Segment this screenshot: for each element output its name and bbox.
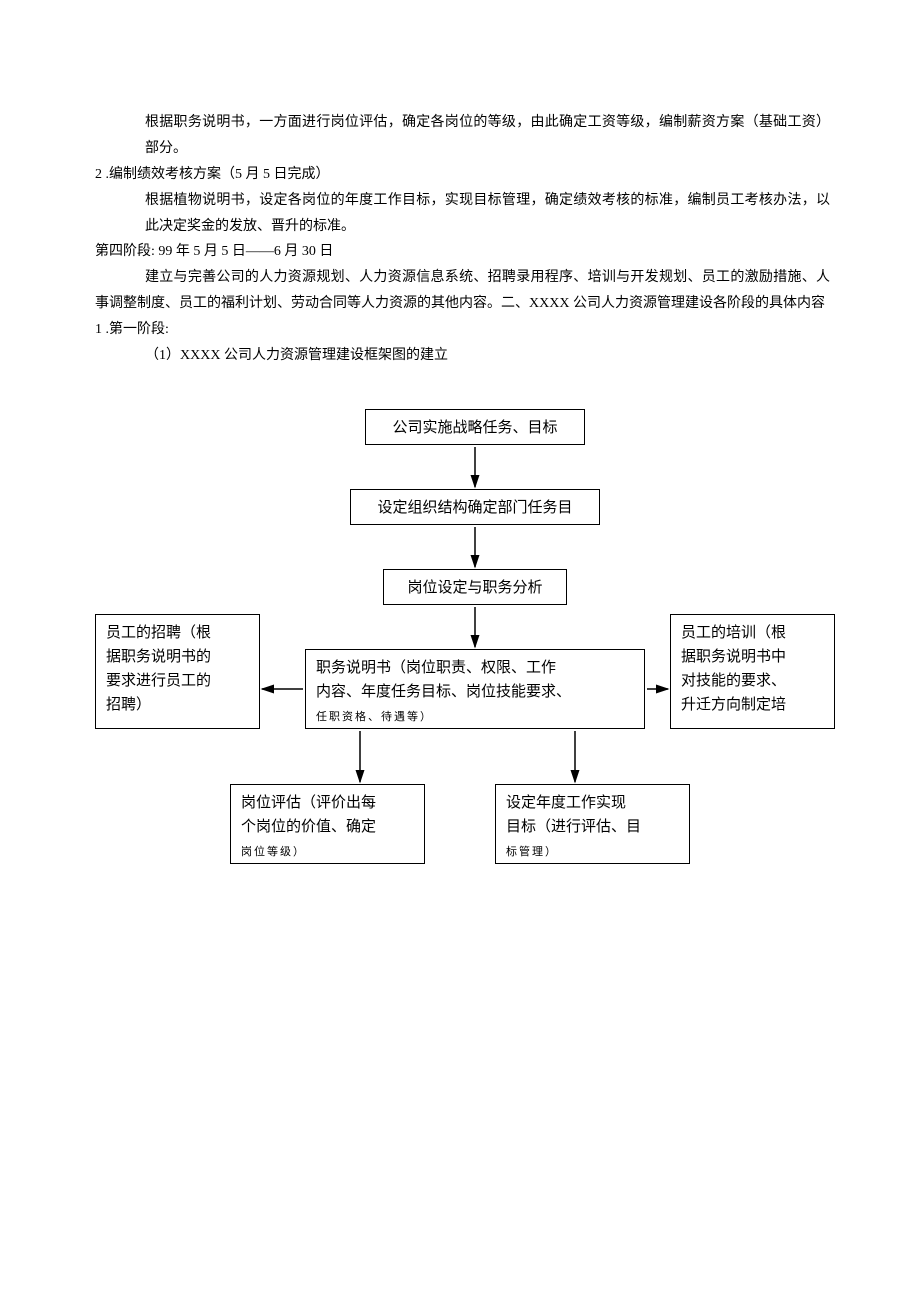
document-page: 根据职务说明书，一方面进行岗位评估，确定各岗位的等级，由此确定工资等级，编制薪资… (0, 0, 920, 999)
list-item-1: 1 .第一阶段: (95, 317, 830, 343)
flow-node-annual-goals: 设定年度工作实现 目标（进行评估、目 标管理） (495, 784, 690, 864)
node-text-line: 员工的招聘（根 (106, 625, 211, 641)
node-text: 岗位设定与职务分析 (407, 580, 542, 596)
sub-item-1: （1）XXXX 公司人力资源管理建设框架图的建立 (95, 343, 830, 369)
phase-4-heading: 第四阶段: 99 年 5 月 5 日——6 月 30 日 (95, 239, 830, 265)
node-text-line: 对技能的要求、 (681, 673, 786, 689)
flow-node-strategy: 公司实施战略任务、目标 (365, 409, 585, 445)
item-2-title: .编制绩效考核方案（5 月 5 日完成） (102, 167, 330, 182)
node-text-line: 内容、年度任务目标、岗位技能要求、 (316, 684, 571, 700)
node-text: 设定组织结构确定部门任务目 (377, 500, 572, 516)
node-text-line: 据职务说明书的 (106, 649, 211, 665)
flow-node-training: 员工的培训（根 据职务说明书中 对技能的要求、 升迁方向制定培 (670, 614, 835, 729)
item-1-title: .第一阶段: (102, 322, 169, 337)
flow-node-job-description: 职务说明书（岗位职责、权限、工作 内容、年度任务目标、岗位技能要求、 任职资格、… (305, 649, 645, 729)
flow-node-job-analysis: 岗位设定与职务分析 (383, 569, 567, 605)
item-number: 2 (95, 167, 102, 182)
node-text-line: 个岗位的价值、确定 (241, 819, 376, 835)
node-text-line: 设定年度工作实现 (506, 795, 626, 811)
node-text: 公司实施战略任务、目标 (392, 420, 557, 436)
node-text-line: 员工的培训（根 (681, 625, 786, 641)
node-text-line: 升迁方向制定培 (681, 697, 786, 713)
node-text-line: 标管理） (506, 846, 558, 858)
item-number: 1 (95, 322, 102, 337)
hr-framework-flowchart: 公司实施战略任务、目标 设定组织结构确定部门任务目 岗位设定与职务分析 职务说明… (95, 409, 835, 949)
node-text-line: 岗位等级） (241, 846, 306, 858)
node-text-line: 据职务说明书中 (681, 649, 786, 665)
node-text-line: 目标（进行评估、目 (506, 819, 641, 835)
node-text-line: 要求进行员工的 (106, 673, 211, 689)
node-text-line: 任职资格、待遇等） (316, 711, 433, 723)
paragraph-phase4-content: 建立与完善公司的人力资源规划、人力资源信息系统、招聘录用程序、培训与开发规划、员… (95, 265, 830, 317)
flow-node-recruitment: 员工的招聘（根 据职务说明书的 要求进行员工的 招聘） (95, 614, 260, 729)
node-text-line: 岗位评估（评价出每 (241, 795, 376, 811)
flow-node-org-structure: 设定组织结构确定部门任务目 (350, 489, 600, 525)
paragraph-job-desc: 根据职务说明书，一方面进行岗位评估，确定各岗位的等级，由此确定工资等级，编制薪资… (95, 110, 830, 162)
node-text-line: 职务说明书（岗位职责、权限、工作 (316, 660, 556, 676)
paragraph-performance: 根据植物说明书，设定各岗位的年度工作目标，实现目标管理，确定绩效考核的标准，编制… (95, 188, 830, 240)
flow-node-job-evaluation: 岗位评估（评价出每 个岗位的价值、确定 岗位等级） (230, 784, 425, 864)
node-text-line: 招聘） (106, 697, 151, 713)
list-item-2: 2 .编制绩效考核方案（5 月 5 日完成） (95, 162, 830, 188)
